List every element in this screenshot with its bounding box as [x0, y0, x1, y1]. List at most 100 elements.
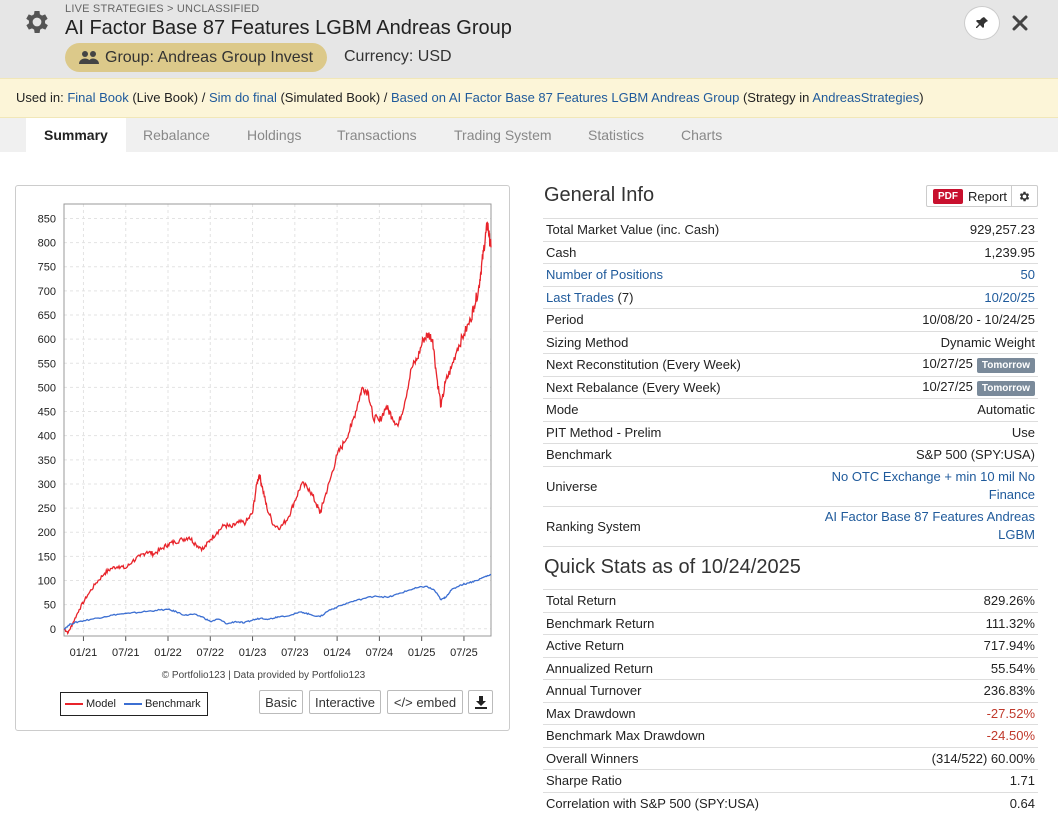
row-label: Sharpe Ratio — [546, 773, 622, 789]
y-tick-label: 750 — [38, 262, 56, 274]
performance-chart[interactable]: 0 50 100 150 200 250 300 350 400 450 500 550 600 650 7… — [16, 186, 511, 666]
y-tick-label: 400 — [38, 431, 56, 443]
andreas-strategies-link[interactable]: AndreasStrategies — [812, 90, 920, 105]
report-settings-gear-icon[interactable] — [1011, 186, 1037, 206]
table-row: Mode Automatic — [543, 398, 1038, 422]
based-on-strategy-link[interactable]: Based on AI Factor Base 87 Features LGBM… — [391, 90, 740, 105]
tab-trading-system[interactable]: Trading System — [454, 127, 552, 143]
group-badge[interactable]: Group: Andreas Group Invest — [65, 43, 327, 72]
chart-legend: Model Benchmark — [60, 692, 208, 716]
y-tick-label: 700 — [38, 286, 56, 298]
embed-button[interactable]: </> embed — [387, 690, 463, 714]
row-label: Mode — [546, 402, 579, 418]
close-button[interactable] — [1008, 10, 1032, 36]
strategy-settings-gear-icon[interactable] — [22, 7, 52, 37]
row-label: Total Market Value (inc. Cash) — [546, 222, 720, 238]
y-tick-label: 250 — [38, 503, 56, 515]
table-row: Next Rebalance (Every Week) 10/27/25 Tomor… — [543, 376, 1038, 399]
row-value: Dynamic Weight — [940, 334, 1035, 350]
used-in-prefix: Used in: — [16, 90, 68, 105]
row-label: Correlation with S&P 500 (SPY:USA) — [546, 796, 759, 811]
legend-benchmark-swatch — [123, 703, 142, 705]
used-in-text: (Live Book) / — [128, 90, 209, 105]
basic-chart-button[interactable]: Basic — [259, 690, 303, 714]
general-info-title: General Info — [544, 184, 655, 206]
chart-copyright: © Portfolio123 | Data provided by Portfo… — [161, 670, 366, 681]
legend-model[interactable]: Model — [65, 698, 116, 710]
row-value: Use — [1011, 424, 1035, 440]
y-tick-label: 600 — [38, 334, 56, 346]
used-in-text: (Strategy in — [739, 90, 813, 105]
table-row: Last Trades (7) 10/20/25 — [543, 286, 1038, 309]
pin-icon — [976, 17, 988, 28]
x-tick-label: 07/21 — [112, 647, 140, 659]
tab-holdings[interactable]: Holdings — [247, 127, 302, 143]
row-value: 10/27/25 — [922, 378, 973, 394]
positions-count-link[interactable]: 50 — [1020, 267, 1035, 283]
x-tick-label: 01/22 — [154, 647, 182, 659]
table-row: Total Return 829.26% — [543, 589, 1038, 613]
tab-rebalance[interactable]: Rebalance — [143, 127, 210, 143]
table-row: Total Market Value (inc. Cash) 929,257.23 — [543, 218, 1038, 242]
sim-do-final-link[interactable]: Sim do final — [208, 90, 277, 105]
table-row: Universe No OTC Exchange + min 10 mil No … — [543, 466, 1038, 506]
legend-model-swatch — [65, 703, 83, 705]
table-row: Benchmark Max Drawdown -24.50% — [543, 724, 1038, 748]
tab-summary[interactable]: Summary — [26, 118, 126, 152]
table-row: Correlation with S&P 500 (SPY:USA) 0.64 — [543, 792, 1038, 815]
row-label: Period — [546, 312, 584, 328]
download-button[interactable] — [468, 690, 493, 714]
quick-stats-title: Quick Stats as of 10/24/2025 — [544, 556, 801, 578]
row-value: 10/27/25 — [922, 356, 973, 372]
group-label: Group: Andreas Group Invest — [105, 48, 314, 66]
table-row: Sizing Method Dynamic Weight — [543, 331, 1038, 354]
last-trades-link[interactable]: Last Trades — [546, 289, 614, 305]
performance-chart-card: 0 50 100 150 200 250 300 350 400 450 500 550 600 650 7… — [15, 185, 510, 731]
universe-link[interactable]: No OTC Exchange + min 10 mil No Finance — [831, 469, 1035, 502]
row-label: Universe — [546, 478, 598, 494]
row-value: 717.94% — [983, 638, 1035, 654]
last-trades-date-link[interactable]: 10/20/25 — [984, 289, 1035, 305]
row-value: 1.71 — [1009, 773, 1035, 789]
ranking-system-link[interactable]: AI Factor Base 87 Features Andreas LGBM — [824, 509, 1035, 542]
y-tick-label: 800 — [38, 238, 56, 250]
x-tick-label: 01/25 — [408, 647, 436, 659]
row-value: 10/08/20 - 10/24/25 — [922, 312, 1035, 328]
table-row: Ranking System AI Factor Base 87 Features… — [543, 506, 1038, 546]
general-info-table: Total Market Value (inc. Cash) 929,257.23… — [543, 218, 1038, 547]
breadcrumb[interactable]: LIVE STRATEGIES > UNCLASSIFIED — [65, 3, 260, 15]
row-value: 1,239.95 — [984, 244, 1035, 260]
row-value: 829.26% — [983, 593, 1035, 609]
y-tick-label: 450 — [38, 407, 56, 419]
y-tick-label: 100 — [38, 575, 56, 587]
row-label: Max Drawdown — [546, 705, 636, 721]
row-label: Total Return — [546, 593, 617, 609]
series-line-model — [63, 221, 492, 635]
y-tick-label: 850 — [38, 213, 56, 225]
row-label: Next Reconstitution (Every Week) — [546, 357, 741, 373]
header-bar: LIVE STRATEGIES > UNCLASSIFIED AI Factor… — [0, 0, 1058, 78]
number-of-positions-link[interactable]: Number of Positions — [546, 267, 664, 283]
pdf-report-button[interactable]: PDF Report — [926, 185, 1038, 207]
row-value: 0.64 — [1009, 796, 1035, 811]
currency-label: Currency: USD — [344, 48, 452, 65]
y-tick-label: 550 — [38, 358, 56, 370]
legend-benchmark-label: Benchmark — [144, 698, 201, 710]
row-label: Benchmark Return — [546, 615, 655, 631]
tab-charts[interactable]: Charts — [681, 127, 723, 143]
tab-transactions[interactable]: Transactions — [337, 127, 417, 143]
table-row: Next Reconstitution (Every Week) 10/27/25… — [543, 353, 1038, 377]
x-tick-label: 07/25 — [450, 647, 478, 659]
pin-button[interactable] — [964, 6, 1000, 40]
row-value: 236.83% — [983, 683, 1035, 699]
row-label: PIT Method - Prelim — [546, 424, 662, 440]
interactive-chart-button[interactable]: Interactive — [309, 690, 381, 714]
row-value: 55.54% — [990, 660, 1035, 676]
row-value: 111.32% — [985, 615, 1035, 631]
row-label: Ranking System — [546, 518, 641, 534]
legend-benchmark[interactable]: Benchmark — [123, 698, 201, 710]
x-tick-label: 07/22 — [197, 647, 225, 659]
tab-statistics[interactable]: Statistics — [588, 127, 645, 143]
download-icon — [474, 695, 487, 709]
final-book-link[interactable]: Final Book — [67, 90, 129, 105]
